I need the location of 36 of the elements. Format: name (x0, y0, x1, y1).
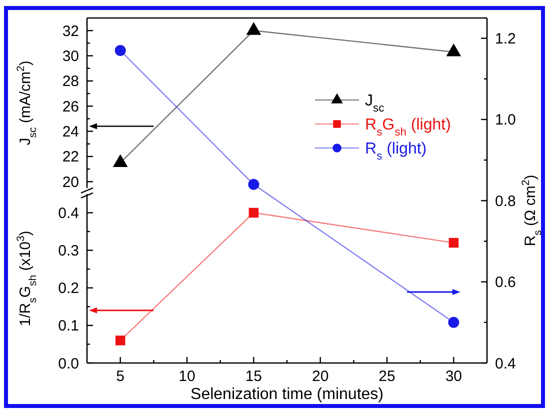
x-tick-label: 15 (245, 368, 262, 385)
y-tick-label: 0.4 (58, 204, 79, 222)
x-tick-label: 30 (445, 368, 462, 385)
point (448, 238, 459, 248)
y-tick-label: 24 (62, 124, 79, 141)
y-tick-label: 0.2 (58, 280, 79, 298)
point (114, 44, 126, 56)
y2-tick-label: 1.2 (495, 30, 516, 48)
point (248, 208, 259, 218)
y-tick-label: 0.1 (58, 318, 79, 335)
x-tick-label: 10 (178, 368, 196, 385)
y-tick-label: 26 (62, 98, 79, 116)
point (112, 154, 128, 168)
y-tick-label: 22 (62, 148, 79, 166)
y-tick-label: 32 (62, 22, 79, 40)
legend-label: R$_{s}$G$_{sh}$ (light) (365, 116, 451, 139)
y-tick-label: 30 (62, 48, 79, 66)
legend-label: R$_{s}$ (light) (365, 140, 427, 163)
y2-tick-label: 1.0 (495, 112, 516, 129)
x-axis-title: Selenization time (minutes) (190, 386, 384, 403)
x-tick-label: 5 (116, 368, 125, 385)
y2-tick-label: 0.8 (495, 192, 516, 210)
point (448, 316, 460, 328)
y2-tick-label: 0.6 (495, 274, 516, 292)
point (246, 22, 262, 35)
x-tick-label: 20 (312, 368, 329, 385)
point (115, 336, 126, 346)
point (248, 178, 260, 190)
y-tick-label: 0.3 (58, 242, 79, 260)
y-tick-label: 0.0 (58, 355, 79, 372)
point (446, 43, 462, 56)
y2-tick-label: 0.4 (495, 355, 516, 372)
x-tick-label: 25 (378, 368, 396, 385)
y-tick-label: 20 (62, 174, 79, 191)
legend-label: J$_{sc}$ (365, 92, 385, 115)
y-tick-label: 28 (62, 73, 79, 90)
